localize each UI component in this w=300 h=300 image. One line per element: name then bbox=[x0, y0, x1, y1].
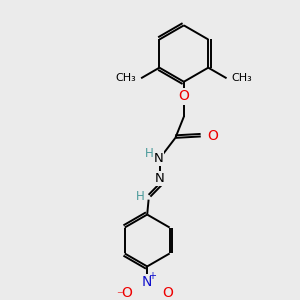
Text: +: + bbox=[148, 271, 156, 281]
Text: N: N bbox=[142, 275, 152, 289]
Text: ⁻: ⁻ bbox=[116, 290, 123, 300]
Text: H: H bbox=[136, 190, 145, 203]
Text: CH₃: CH₃ bbox=[232, 73, 252, 83]
Text: N: N bbox=[154, 152, 163, 165]
Text: O: O bbox=[122, 286, 132, 300]
Text: H: H bbox=[145, 147, 154, 161]
Text: N: N bbox=[155, 172, 165, 185]
Text: O: O bbox=[178, 89, 189, 103]
Text: O: O bbox=[162, 286, 173, 300]
Text: CH₃: CH₃ bbox=[115, 73, 136, 83]
Text: O: O bbox=[207, 130, 218, 143]
